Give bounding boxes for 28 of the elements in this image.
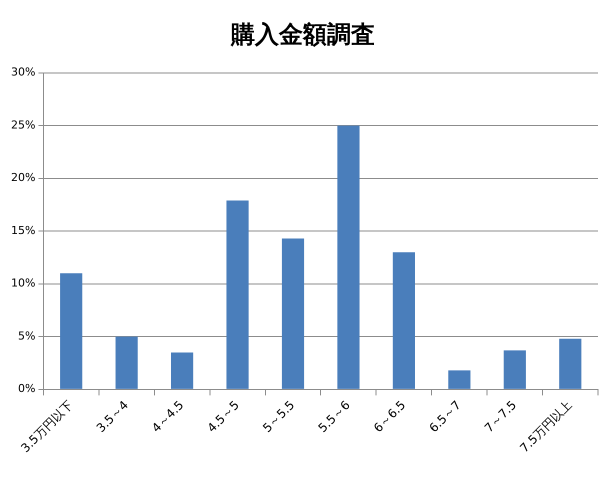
y-tick-label: 5% [18, 329, 36, 342]
x-tick-label: 3.5～4 [94, 398, 131, 436]
bar [60, 273, 82, 389]
bar [392, 252, 415, 389]
bar [226, 200, 249, 389]
bar [504, 350, 526, 389]
chart-title: 購入金額調査 [230, 20, 375, 49]
x-tick-label: 6～6.5 [370, 398, 408, 436]
bar [116, 336, 138, 389]
bar [559, 338, 582, 389]
x-tick-label: 3.5万円以下 [18, 398, 76, 456]
x-tick-label: 6.5～7 [426, 398, 464, 436]
x-tick-label: 5.5～6 [316, 398, 353, 436]
bar [170, 352, 194, 389]
x-tick-label: 4.5～5 [204, 398, 242, 436]
y-tick-label: 20% [10, 171, 36, 184]
x-tick-label: 7～7.5 [482, 398, 520, 436]
y-tick-label: 10% [10, 276, 36, 290]
x-tick-label: 7.5万円以上 [517, 398, 575, 456]
y-tick-label: 15% [10, 224, 36, 237]
y-tick-label: 0% [18, 382, 36, 396]
bar [337, 126, 360, 389]
x-tick-label: 4～4.5 [149, 398, 186, 436]
bar [448, 370, 470, 389]
bar [282, 238, 304, 389]
x-tick-label: 5～5.5 [260, 398, 298, 436]
y-tick-label: 25% [10, 118, 36, 132]
y-tick-label: 30% [10, 66, 36, 79]
